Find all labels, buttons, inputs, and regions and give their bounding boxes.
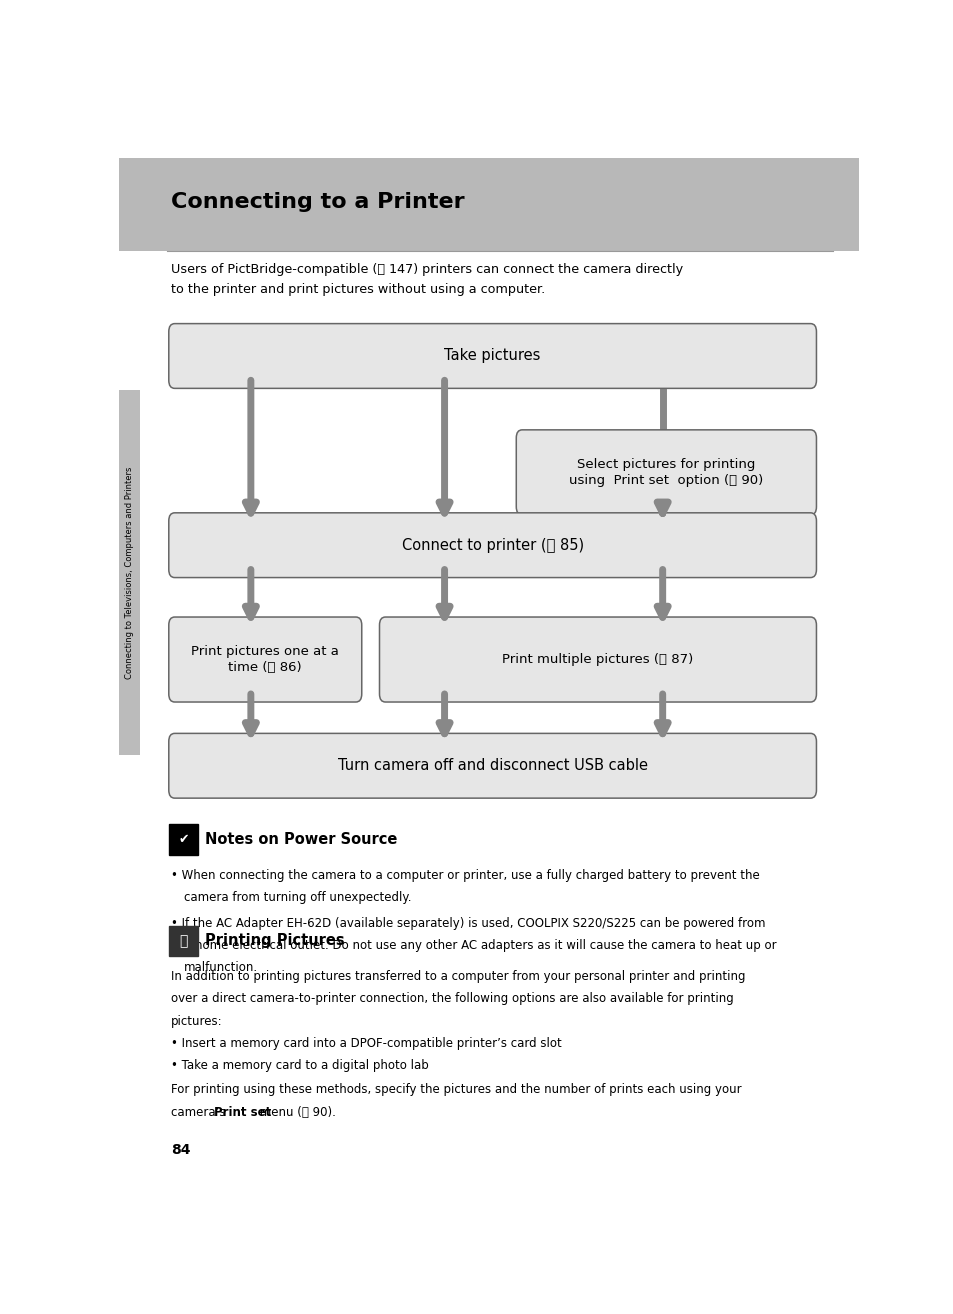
- FancyBboxPatch shape: [379, 618, 816, 702]
- Text: camera’s: camera’s: [171, 1105, 229, 1118]
- Text: • When connecting the camera to a computer or printer, use a fully charged batte: • When connecting the camera to a comput…: [171, 869, 759, 882]
- Text: ✔: ✔: [178, 833, 189, 846]
- Text: Connecting to Televisions, Computers and Printers: Connecting to Televisions, Computers and…: [125, 466, 134, 679]
- Text: • Insert a memory card into a DPOF-compatible printer’s card slot: • Insert a memory card into a DPOF-compa…: [171, 1037, 561, 1050]
- Text: Connecting to a Printer: Connecting to a Printer: [171, 192, 464, 213]
- Text: • If the AC Adapter EH-62D (available separately) is used, COOLPIX S220/S225 can: • If the AC Adapter EH-62D (available se…: [171, 917, 764, 929]
- Text: a home electrical outlet. Do not use any other AC adapters as it will cause the : a home electrical outlet. Do not use any…: [184, 938, 776, 951]
- Text: malfunction.: malfunction.: [184, 961, 258, 974]
- FancyBboxPatch shape: [169, 824, 198, 855]
- Text: Turn camera off and disconnect USB cable: Turn camera off and disconnect USB cable: [337, 758, 647, 773]
- Text: 84: 84: [171, 1143, 191, 1158]
- Text: camera from turning off unexpectedly.: camera from turning off unexpectedly.: [184, 891, 412, 904]
- FancyBboxPatch shape: [169, 925, 198, 957]
- Bar: [119, 390, 140, 754]
- Text: Connect to printer (⧉ 85): Connect to printer (⧉ 85): [401, 537, 583, 553]
- Text: • Take a memory card to a digital photo lab: • Take a memory card to a digital photo …: [171, 1059, 428, 1072]
- FancyBboxPatch shape: [169, 618, 361, 702]
- Text: Users of PictBridge-compatible (⧉ 147) printers can connect the camera directly: Users of PictBridge-compatible (⧉ 147) p…: [171, 263, 682, 276]
- FancyBboxPatch shape: [169, 733, 816, 798]
- FancyBboxPatch shape: [516, 430, 816, 515]
- Text: Select pictures for printing
using  Print set  option (⧉ 90): Select pictures for printing using Print…: [569, 457, 762, 487]
- Text: ⌕: ⌕: [179, 934, 188, 947]
- Text: Notes on Power Source: Notes on Power Source: [205, 832, 397, 848]
- Text: to the printer and print pictures without using a computer.: to the printer and print pictures withou…: [171, 283, 545, 296]
- Text: For printing using these methods, specify the pictures and the number of prints : For printing using these methods, specif…: [171, 1084, 740, 1096]
- Text: Print pictures one at a
time (⧉ 86): Print pictures one at a time (⧉ 86): [192, 645, 339, 674]
- Text: Print set: Print set: [213, 1105, 271, 1118]
- Text: over a direct camera-to-printer connection, the following options are also avail: over a direct camera-to-printer connecti…: [171, 992, 733, 1005]
- Text: In addition to printing pictures transferred to a computer from your personal pr: In addition to printing pictures transfe…: [171, 970, 744, 983]
- Text: menu (⧉ 90).: menu (⧉ 90).: [255, 1105, 335, 1118]
- Text: Take pictures: Take pictures: [444, 348, 540, 364]
- FancyBboxPatch shape: [169, 512, 816, 578]
- Text: pictures:: pictures:: [171, 1014, 222, 1028]
- FancyBboxPatch shape: [169, 323, 816, 389]
- Bar: [119, 158, 858, 251]
- Text: Printing Pictures: Printing Pictures: [205, 933, 344, 949]
- Text: Print multiple pictures (⧉ 87): Print multiple pictures (⧉ 87): [502, 653, 693, 666]
